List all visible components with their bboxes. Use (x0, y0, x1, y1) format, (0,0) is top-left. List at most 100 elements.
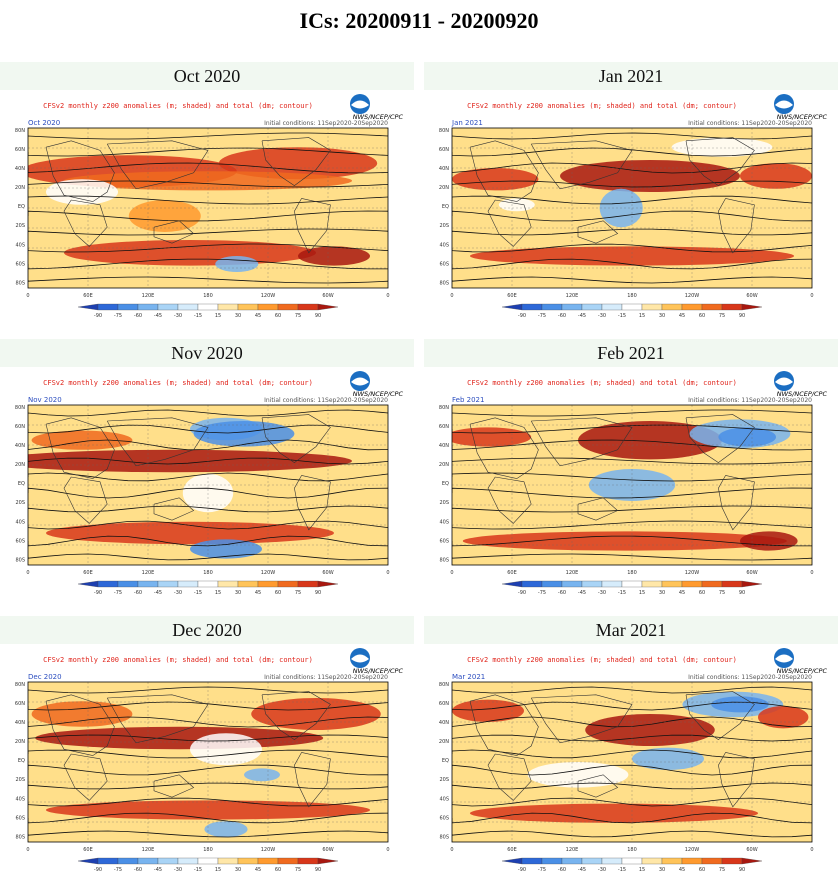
colorbar-tick-label: 90 (739, 313, 745, 319)
colorbar-tick-label: 15 (215, 590, 221, 596)
height-contour (452, 180, 812, 188)
colorbar-swatch (157, 857, 179, 865)
colorbar-tick-label: -60 (558, 590, 566, 596)
coastline (153, 220, 195, 244)
anomaly-region (462, 531, 787, 551)
height-contour (28, 424, 388, 434)
lat-tick-label: 20N (439, 462, 449, 468)
colorbar-swatch (97, 580, 119, 588)
lat-tick-label: 80S (15, 557, 25, 563)
anomaly-region (204, 821, 248, 838)
page-title: ICs: 20200911 - 20200920 (299, 8, 539, 33)
panel-header-nov-2020: Nov 2020 (0, 339, 414, 367)
lat-tick-label: 20N (15, 185, 25, 191)
colorbar-swatch (317, 857, 339, 865)
colorbar-swatch (701, 857, 723, 865)
lon-tick-label: 120E (566, 293, 579, 299)
lat-tick-label: 40S (439, 519, 449, 525)
colorbar-swatch (117, 580, 139, 588)
lat-tick-label: 80S (439, 834, 449, 840)
height-contour (452, 520, 812, 530)
colorbar-swatch (277, 857, 299, 865)
colorbar-swatch (157, 580, 179, 588)
colorbar-tick-label: -15 (194, 313, 202, 319)
colorbar-swatch (197, 857, 219, 865)
colorbar-tick-label: -75 (114, 867, 122, 873)
height-contour (452, 716, 812, 728)
colorbar-swatch (137, 580, 159, 588)
map-panel: CFSv2 monthly z200 anomalies (m; shaded)… (8, 92, 408, 328)
colorbar-tick-label: 30 (659, 590, 665, 596)
height-contour (28, 439, 388, 451)
colorbar-tick-label: -60 (558, 313, 566, 319)
colorbar-swatch (721, 303, 743, 311)
lat-tick-label: 60S (15, 815, 25, 821)
height-contour (28, 487, 388, 499)
colorbar-swatch (701, 303, 723, 311)
colorbar-swatch (177, 580, 199, 588)
map-title: CFSv2 monthly z200 anomalies (m; shaded)… (43, 102, 313, 110)
colorbar-tick-label: -45 (578, 867, 586, 873)
lat-tick-label: 40N (439, 720, 449, 726)
noaa-logo (774, 648, 794, 668)
colorbar-tick-label: 30 (659, 313, 665, 319)
colorbar-tick-label: -75 (538, 590, 546, 596)
lon-tick-label: 0 (26, 293, 29, 299)
colorbar-tick-label: -60 (134, 867, 142, 873)
height-contour (28, 276, 388, 284)
colorbar-swatch (317, 303, 339, 311)
lon-tick-label: 0 (810, 847, 813, 853)
panel-header-jan-2021: Jan 2021 (424, 62, 838, 90)
lon-tick-label: 180 (627, 847, 637, 853)
colorbar-swatch (741, 303, 763, 311)
lon-tick-label: 120W (685, 570, 700, 576)
lat-tick-label: 60S (439, 261, 449, 267)
lon-tick-label: 60E (507, 293, 517, 299)
colorbar-swatch (721, 580, 743, 588)
anomaly-region (218, 147, 378, 180)
lat-tick-label: 20N (439, 185, 449, 191)
lon-tick-label: 0 (386, 293, 389, 299)
height-contour (28, 797, 388, 807)
colorbar-swatch (701, 580, 723, 588)
lat-tick-label: 60N (15, 701, 25, 707)
anomaly-region (193, 421, 295, 447)
lat-tick-label: EQ (442, 204, 449, 210)
panel-header-feb-2021: Feb 2021 (424, 339, 838, 367)
lon-tick-label: 120E (142, 570, 155, 576)
height-contour (28, 782, 388, 790)
agency-label: NWS/NCEP/CPC (777, 667, 828, 675)
coastline (261, 137, 331, 186)
lon-tick-label: 120E (142, 847, 155, 853)
lat-tick-label: 20S (439, 500, 449, 506)
colorbar-swatch (541, 580, 563, 588)
map-corner-label: Jan 2021 (451, 119, 483, 127)
colorbar-tick-label: -90 (94, 867, 102, 873)
height-contour (452, 553, 812, 561)
initial-conditions-label: Initial conditions: 11Sep2020-20Sep2020 (688, 120, 812, 127)
panel-header-oct-2020: Oct 2020 (0, 62, 414, 90)
colorbar-tick-label: -15 (618, 590, 626, 596)
lat-tick-label: 80N (439, 682, 449, 688)
lon-tick-label: 120E (566, 847, 579, 853)
lon-tick-label: 120W (261, 847, 276, 853)
colorbar-tick-label: 75 (295, 313, 301, 319)
map-corner-label: Mar 2021 (452, 673, 485, 681)
coastline (45, 694, 115, 756)
height-contour (28, 701, 388, 711)
coastline (294, 752, 331, 808)
colorbar-tick-label: 90 (739, 867, 745, 873)
height-contour (28, 195, 388, 205)
map-title: CFSv2 monthly z200 anomalies (m; shaded)… (467, 102, 737, 110)
colorbar-swatch (237, 580, 259, 588)
lon-tick-label: 0 (386, 847, 389, 853)
height-contour (28, 243, 388, 253)
lon-tick-label: 0 (26, 847, 29, 853)
colorbar-tick-label: -90 (518, 590, 526, 596)
lat-tick-label: 20S (439, 223, 449, 229)
colorbar-tick-label: 15 (639, 313, 645, 319)
lat-tick-label: 40S (15, 242, 25, 248)
initial-conditions-label: Initial conditions: 11Sep2020-20Sep2020 (264, 397, 388, 404)
colorbar-tick-label: 60 (699, 590, 705, 596)
colorbar-swatch (721, 857, 743, 865)
